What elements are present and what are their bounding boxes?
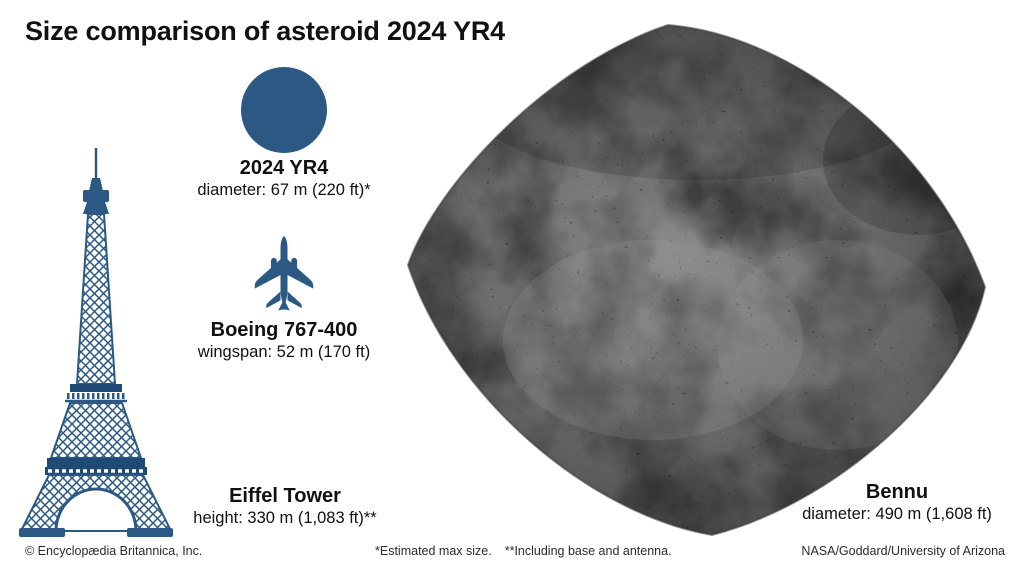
footnotes: *Estimated max size. **Including base an… <box>375 544 672 558</box>
page-title: Size comparison of asteroid 2024 YR4 <box>25 16 505 46</box>
boeing-detail: wingspan: 52 m (170 ft) <box>197 343 371 361</box>
yr4-filled-circle-icon <box>241 67 327 153</box>
eiffel-detail: height: 330 m (1,083 ft)** <box>193 509 377 527</box>
boeing-name: Boeing 767-400 <box>210 319 358 341</box>
footnote-antenna: **Including base and antenna. <box>504 544 672 558</box>
image-credit-text: NASA/Goddard/University of Arizona <box>801 544 1005 558</box>
yr4-detail: diameter: 67 m (220 ft)* <box>197 181 371 199</box>
yr4-label: 2024 YR4 diameter: 67 m (220 ft)* <box>159 156 409 201</box>
footnote-estimated: *Estimated max size. <box>375 544 492 558</box>
eiffel-name: Eiffel Tower <box>229 485 341 507</box>
eiffel-tower-illustration <box>19 148 173 537</box>
eiffel-label: Eiffel Tower height: 330 m (1,083 ft)** <box>160 484 410 529</box>
yr4-name: 2024 YR4 <box>239 157 329 179</box>
bennu-asteroid-photo <box>406 23 987 537</box>
boeing-label: Boeing 767-400 wingspan: 52 m (170 ft) <box>159 318 409 363</box>
airplane-top-view-icon <box>254 235 314 311</box>
bennu-detail: diameter: 490 m (1,608 ft) <box>802 505 992 523</box>
bennu-name: Bennu <box>865 481 929 503</box>
copyright-text: © Encyclopædia Britannica, Inc. <box>25 544 203 558</box>
bennu-label: Bennu diameter: 490 m (1,608 ft) <box>772 480 1022 525</box>
